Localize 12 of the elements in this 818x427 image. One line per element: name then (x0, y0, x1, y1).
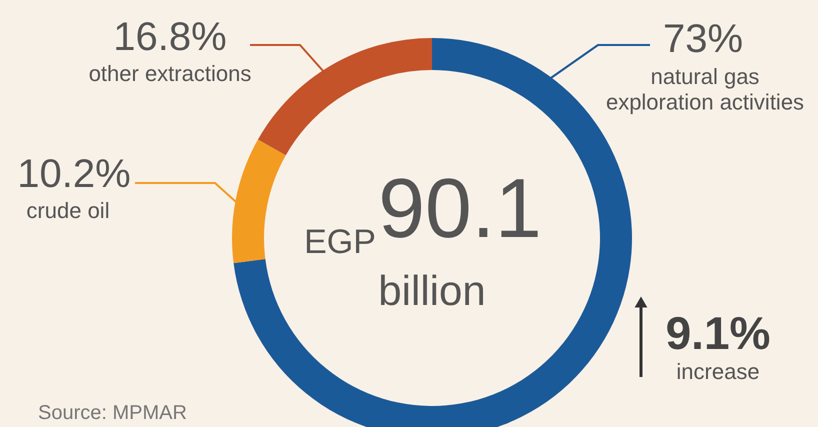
data-label: 10.2% (17, 152, 131, 196)
slice-label: natural gas exploration activities (606, 64, 804, 114)
text: increase (676, 359, 760, 384)
text: 90.1 (378, 161, 542, 255)
slice-label: crude oil (26, 198, 110, 223)
data-label: 16.8% (113, 15, 227, 59)
source-note: Source: MPMAR (38, 402, 187, 424)
slice-label: other extractions (88, 61, 252, 86)
text: EGP (304, 223, 376, 261)
text: 9.1% (666, 307, 770, 359)
text: billion (378, 267, 486, 314)
data-label: 73% (662, 17, 744, 61)
